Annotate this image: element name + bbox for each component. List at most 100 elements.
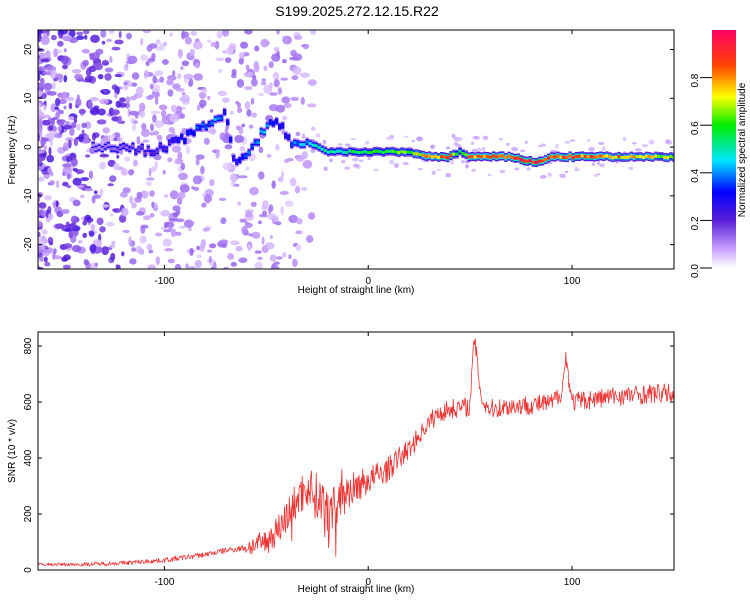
spectrogram-noise-cell [87, 99, 93, 108]
spectrogram-noise-cell [78, 240, 83, 244]
spectrogram-noise-cell [280, 206, 285, 216]
spectrogram-noise-cell [179, 184, 190, 193]
spectrogram-noise-cell [59, 109, 64, 115]
spectrogram-noise-cell [62, 181, 69, 187]
spectrogram-noise-cell [240, 41, 249, 49]
spectrogram-noise-cell [83, 259, 90, 266]
spectrogram-noise-cell [128, 169, 135, 175]
spectrogram-noise-cell [289, 177, 297, 187]
spectrogram-ridge-cell [651, 155, 655, 159]
spectrogram-ridge-cell [461, 152, 465, 156]
spectrogram-noise-cell [222, 50, 227, 54]
spectrogram-ridge-cell [568, 154, 572, 158]
spectrogram-noise-cell [203, 137, 210, 145]
spectrogram-noise-cell [245, 166, 250, 171]
spectrogram-ridge-cell [192, 131, 196, 135]
spectrogram-noise-cell [471, 168, 477, 172]
spectrogram-ridge-cell [302, 143, 306, 147]
spectrogram-noise-cell [436, 168, 442, 171]
spectrogram-noise-cell [194, 62, 201, 69]
spectrogram-noise-cell [151, 84, 161, 93]
spectrogram-noise-cell [38, 249, 45, 253]
spectrogram-noise-cell [302, 159, 313, 169]
spectrogram-noise-cell [65, 96, 75, 102]
spectrogram-ridge-cell [155, 149, 160, 153]
spectrogram-noise-cell [181, 92, 186, 96]
spectrogram-ridge-cell [608, 155, 612, 159]
spectrogram-noise-cell [284, 158, 290, 164]
spectrogram-noise-cell [40, 36, 50, 46]
spectrogram-noise-cell [234, 134, 245, 144]
spectrogram-ridge-cell [146, 147, 150, 151]
spectrogram-noise-cell [295, 230, 303, 235]
spectrogram-ridge-cell [216, 116, 221, 120]
spectrogram-noise-cell [389, 159, 395, 165]
spectrogram-noise-cell [111, 240, 116, 245]
spectrogram-noise-cell [53, 255, 62, 260]
spectrogram-ridge-cell [195, 126, 199, 130]
spectrogram-noise-cell [454, 143, 461, 147]
spectrogram-noise-cell [96, 119, 107, 125]
spectrogram-noise-cell [41, 242, 46, 252]
spectrogram-noise-cell [116, 137, 123, 142]
spectrogram-ridge-cell [602, 154, 606, 159]
spectrogram-noise-cell [168, 218, 179, 222]
spectrogram-ridge-cell [470, 154, 474, 159]
spectrogram-noise-cell [50, 34, 57, 41]
spectrogram-noise-cell [120, 168, 128, 176]
spectrogram-noise-cell [269, 82, 273, 89]
spectrogram-noise-cell [104, 73, 112, 81]
spectrogram-ridge-cell [299, 143, 303, 147]
spectrogram-noise-cell [78, 134, 84, 143]
spectrogram-noise-cell [118, 30, 122, 39]
spectrogram-noise-cell [222, 162, 232, 171]
spectrogram-noise-cell [72, 199, 81, 207]
spectrogram-noise-cell [65, 137, 74, 142]
spectrogram-ridge-cell [247, 151, 251, 155]
spectrogram-noise-cell [195, 154, 205, 160]
spectrogram-ridge-cell [329, 149, 334, 154]
spectrogram-noise-cell [63, 48, 67, 53]
spectrogram-noise-cell [498, 138, 504, 141]
colorbar-tick-label: 0.4 [690, 168, 701, 182]
spectrogram-noise-cell [104, 67, 114, 73]
spectrogram-ridge-cell [531, 160, 536, 164]
spectrogram-ridge-cell [492, 154, 496, 158]
spectrogram-ridge-cell [611, 156, 615, 160]
spectrogram-noise-cell [632, 142, 637, 145]
spectrogram-noise-cell [172, 212, 179, 218]
spectrogram-noise-cell [76, 31, 83, 36]
spectrogram-noise-cell [108, 244, 116, 248]
spectrogram-ridge-cell [342, 150, 346, 154]
spectrogram-noise-cell [460, 160, 465, 164]
spectrogram-noise-cell [146, 243, 153, 251]
spectrogram-noise-cell [88, 170, 93, 180]
spectrogram-noise-cell [482, 146, 486, 151]
spectrogram-ridge-cell [510, 155, 514, 159]
spectrogram-noise-cell [97, 108, 106, 116]
spectrogram-noise-cell [268, 204, 274, 213]
spectrogram-noise-cell [417, 168, 423, 171]
spectrogram-noise-cell [301, 187, 308, 191]
spectrogram-ridge-cell [443, 155, 447, 159]
spectrogram-ridge-cell [94, 147, 98, 151]
spectrogram-ridge-cell [397, 151, 401, 155]
spectrogram-ridge-cell [424, 154, 429, 158]
spectrogram-noise-cell [205, 193, 210, 199]
spectrogram-ridge-cell [464, 153, 468, 157]
spectrogram-noise-cell [131, 72, 140, 80]
spectrogram-ridge-cell [657, 154, 661, 158]
spectrogram-noise-cell [139, 235, 147, 244]
spectrogram-ridge-cell [348, 149, 352, 153]
spectrogram-noise-cell [282, 252, 287, 258]
spectrogram-ridge-cell [516, 156, 520, 160]
snr-ytick-label: 200 [23, 505, 34, 522]
spectrogram-noise-cell [200, 165, 205, 175]
spectrogram-ridge-cell [632, 155, 636, 159]
snr-ytick-label: 0 [23, 567, 34, 573]
spectrogram-noise-cell [456, 136, 463, 142]
spectrogram-ridge-cell [433, 154, 438, 158]
spectrogram-noise-cell [180, 66, 184, 70]
spectrogram-noise-cell [279, 191, 289, 195]
spectrogram-noise-cell [514, 167, 520, 171]
